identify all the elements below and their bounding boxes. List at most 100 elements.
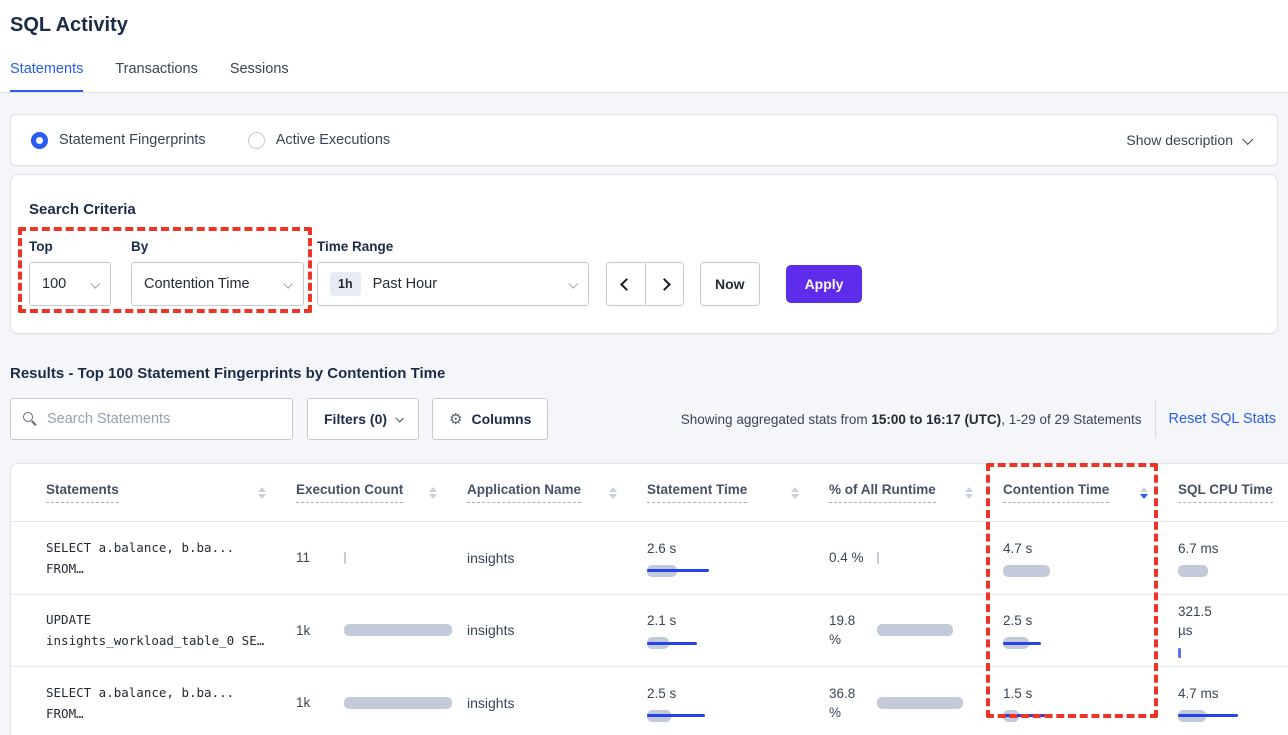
table-row[interactable]: UPDATE insights_workload_table_0 SE… 1k … <box>11 595 1288 667</box>
columns-button[interactable]: ⚙ Columns <box>432 398 549 440</box>
time-range-badge: 1h <box>330 272 361 296</box>
columns-label: Columns <box>471 411 532 427</box>
time-range-label: Time Range <box>317 239 394 254</box>
contention-time-cell: 2.5 s <box>1003 611 1178 650</box>
search-icon <box>23 412 37 426</box>
statement-fingerprint-link[interactable]: SELECT a.balance, b.ba... FROM… <box>46 684 235 721</box>
sql-cpu-time-bar <box>1178 647 1288 659</box>
show-description-toggle[interactable]: Show description <box>1126 132 1254 148</box>
top-field: Top 100 <box>29 239 111 306</box>
sort-icon[interactable] <box>1140 486 1148 499</box>
sql-cpu-time-cell: 4.7 ms <box>1178 684 1288 722</box>
chevron-right-icon <box>658 277 671 291</box>
search-statements-input[interactable] <box>47 411 280 427</box>
reset-sql-stats-link[interactable]: Reset SQL Stats <box>1168 411 1276 427</box>
chevron-down-icon <box>395 414 404 423</box>
top-label: Top <box>29 239 53 254</box>
table-row[interactable]: SELECT a.balance, b.ba... FROM… 11 insig… <box>11 522 1288 595</box>
filters-label: Filters (0) <box>324 411 388 427</box>
radio-label: Statement Fingerprints <box>59 132 206 148</box>
gear-icon: ⚙ <box>449 411 463 428</box>
chevron-down-icon <box>283 278 294 289</box>
now-button[interactable]: Now <box>700 262 760 306</box>
search-statements-box[interactable] <box>10 398 293 440</box>
statement-time-cell: 2.1 s <box>647 611 829 650</box>
column-header-sql-cpu-time[interactable]: SQL CPU Time <box>1178 482 1288 503</box>
sort-icon[interactable] <box>609 486 617 499</box>
statement-time-bar <box>647 564 829 577</box>
pct-runtime-bar <box>877 624 1003 637</box>
sort-icon[interactable] <box>965 486 973 499</box>
radio-active-executions[interactable]: Active Executions <box>247 131 390 149</box>
statement-fingerprint-link[interactable]: UPDATE insights_workload_table_0 SE… <box>46 612 265 649</box>
sql-cpu-time-bar <box>1178 709 1288 722</box>
execution-count-bar <box>344 696 467 709</box>
sort-icon[interactable] <box>258 486 266 499</box>
apply-button[interactable]: Apply <box>785 265 863 303</box>
time-range-select[interactable]: 1h Past Hour <box>317 262 589 306</box>
contention-time-cell: 1.5 s <box>1003 684 1178 722</box>
statement-time-cell: 2.5 s <box>647 684 829 722</box>
top-select-value: 100 <box>42 276 67 292</box>
stats-range: 15:00 to 16:17 (UTC) <box>871 411 1002 427</box>
showing-stats-text: Showing aggregated stats from 15:00 to 1… <box>681 412 1142 427</box>
by-select[interactable]: Contention Time <box>131 262 304 306</box>
column-header-contention-time[interactable]: Contention Time <box>1003 482 1178 503</box>
top-select[interactable]: 100 <box>29 262 111 306</box>
results-toolbar: Filters (0) ⚙ Columns Showing aggregated… <box>10 398 1278 440</box>
column-header-execution-count[interactable]: Execution Count <box>296 482 467 503</box>
application-name-cell: insights <box>467 622 515 639</box>
radio-statement-fingerprints[interactable]: Statement Fingerprints <box>31 131 206 149</box>
application-name-cell: insights <box>467 549 515 566</box>
by-label: By <box>131 239 149 254</box>
pct-runtime-bar <box>877 551 1003 564</box>
column-header-statements[interactable]: Statements <box>46 482 296 503</box>
radio-button-icon[interactable] <box>247 131 265 149</box>
contention-time-bar <box>1003 637 1178 650</box>
tab-sessions[interactable]: Sessions <box>229 61 289 77</box>
chevron-down-icon <box>1242 133 1254 145</box>
radio-button-icon[interactable] <box>31 131 48 149</box>
sort-icon[interactable] <box>429 486 437 499</box>
filters-button[interactable]: Filters (0) <box>307 398 420 440</box>
pct-runtime-cell: 36.8 % <box>829 684 1003 722</box>
results-heading: Results - Top 100 Statement Fingerprints… <box>10 365 446 382</box>
tab-statements[interactable]: Statements <box>10 61 84 92</box>
sort-icon[interactable] <box>791 486 799 499</box>
contention-time-cell: 4.7 s <box>1003 539 1178 577</box>
execution-count-bar <box>344 551 467 564</box>
time-range-field: Time Range 1h Past Hour <box>317 239 589 306</box>
stats-suffix: , 1-29 of 29 Statements <box>1001 411 1142 427</box>
sql-cpu-time-cell: 321.5 µs <box>1178 602 1288 659</box>
statement-time-bar <box>647 709 829 722</box>
execution-count-cell: 1k <box>296 621 467 640</box>
page-content: Statement Fingerprints Active Executions… <box>0 93 1288 735</box>
statement-fingerprint-link[interactable]: SELECT a.balance, b.ba... FROM… <box>46 539 235 576</box>
column-header-pct-of-all-runtime[interactable]: % of All Runtime <box>829 482 1003 503</box>
page-title: SQL Activity <box>10 14 128 36</box>
pct-runtime-cell: 0.4 % <box>829 548 1003 567</box>
column-header-statement-time[interactable]: Statement Time <box>647 482 829 503</box>
sql-cpu-time-cell: 6.7 ms <box>1178 539 1288 577</box>
statement-time-bar <box>647 637 829 650</box>
by-select-value: Contention Time <box>144 276 250 292</box>
column-header-application-name[interactable]: Application Name <box>467 482 647 503</box>
chevron-down-icon <box>568 278 579 289</box>
application-name-cell: insights <box>467 694 515 711</box>
tab-transactions[interactable]: Transactions <box>115 61 198 77</box>
sql-cpu-time-bar <box>1178 564 1288 577</box>
execution-count-bar <box>344 624 467 637</box>
view-toggle-bar: Statement Fingerprints Active Executions… <box>10 114 1278 166</box>
search-criteria-title: Search Criteria <box>29 201 136 218</box>
search-criteria-panel: Search Criteria Top 100 By Contention Ti… <box>10 174 1278 334</box>
pct-runtime-cell: 19.8 % <box>829 611 1003 649</box>
interval-nav-group <box>606 262 684 306</box>
vertical-divider <box>1154 400 1156 438</box>
table-header-row: Statements Execution Count Application N… <box>11 464 1288 522</box>
tab-bar: Statements Transactions Sessions <box>10 61 1278 92</box>
statement-time-cell: 2.6 s <box>647 539 829 577</box>
table-row[interactable]: SELECT a.balance, b.ba... FROM… 1k insig… <box>11 667 1288 735</box>
chevron-left-icon <box>619 277 633 291</box>
next-interval-button[interactable] <box>645 263 683 305</box>
previous-interval-button[interactable] <box>607 263 645 305</box>
